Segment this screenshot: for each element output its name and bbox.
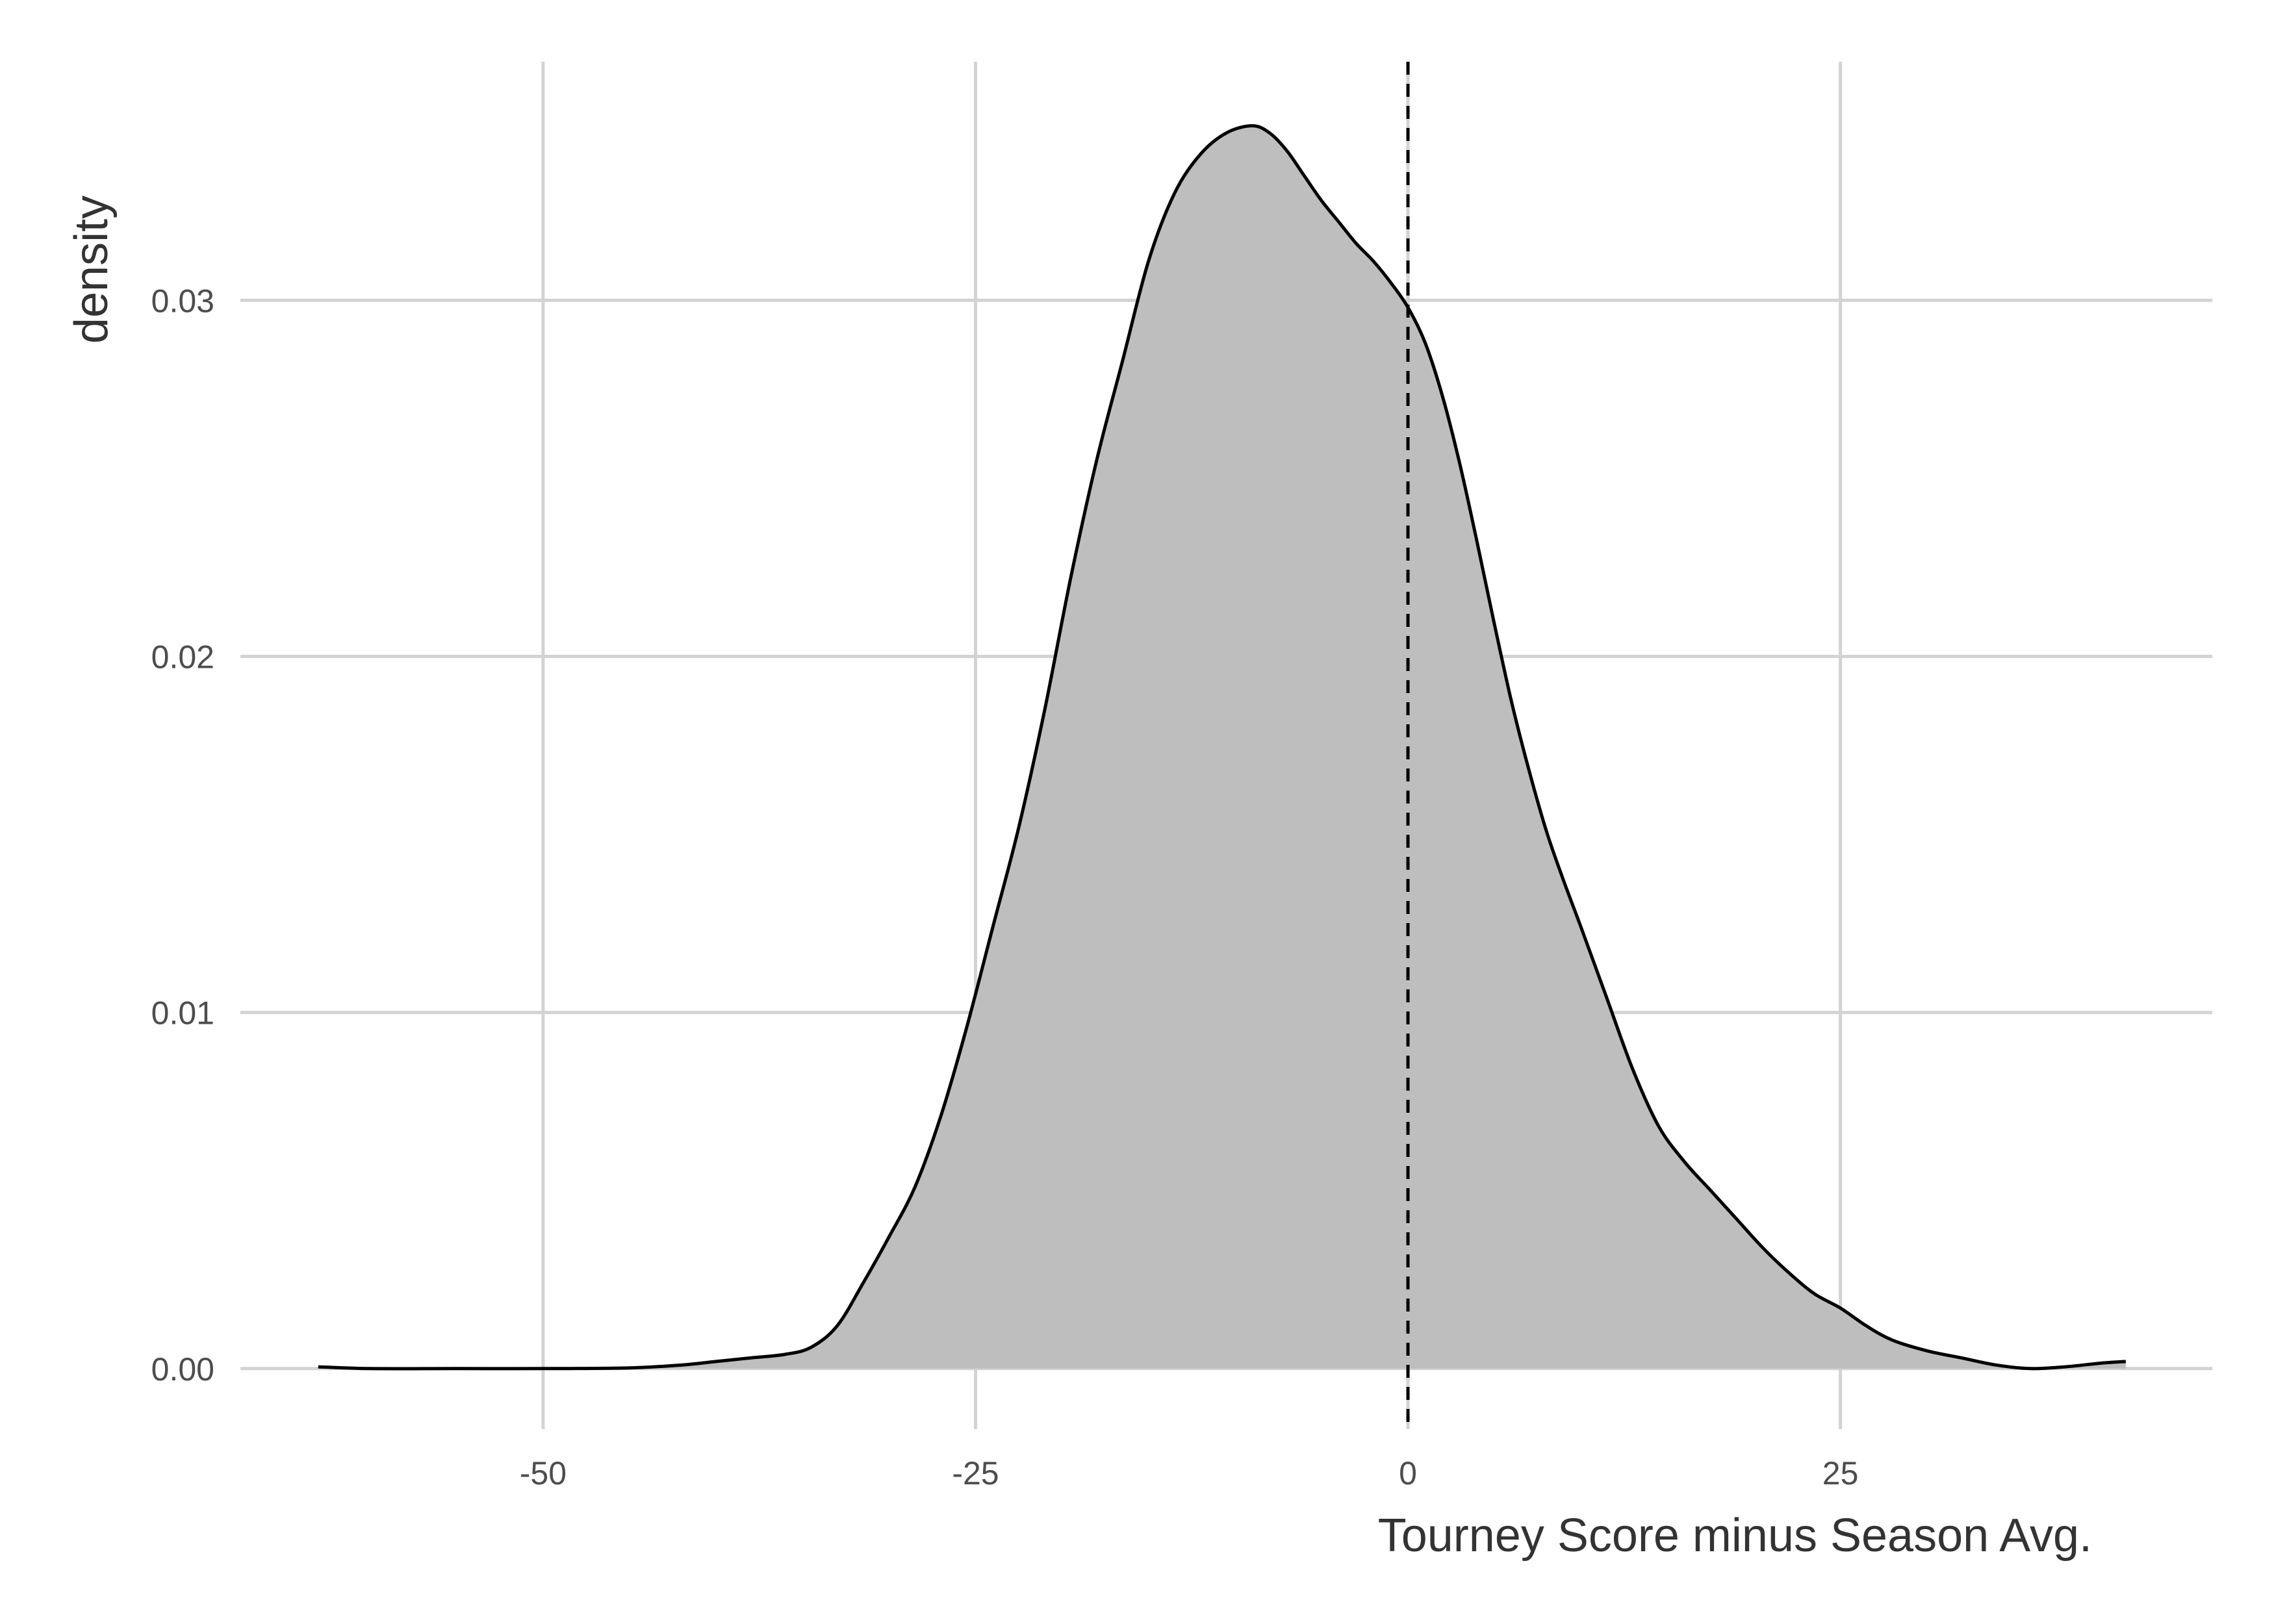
y-tick-label: 0.00 xyxy=(151,1351,214,1388)
x-tick-label: -25 xyxy=(952,1455,999,1491)
x-tick-label: -50 xyxy=(520,1455,567,1491)
y-tick-label: 0.02 xyxy=(151,639,214,675)
y-tick-label: 0.01 xyxy=(151,995,214,1032)
density-area xyxy=(318,125,2126,1369)
y-axis-title: density xyxy=(66,196,118,344)
x-tick-label: 0 xyxy=(1399,1455,1417,1491)
x-tick-label: 25 xyxy=(1822,1455,1859,1491)
y-tick-label: 0.03 xyxy=(151,283,214,319)
density-curve xyxy=(318,124,2127,1371)
density-area-layer xyxy=(318,125,2126,1369)
x-axis-title: Tourney Score minus Season Avg. xyxy=(1378,1510,2092,1562)
density-curve-layer xyxy=(318,124,2127,1371)
tick-labels: 0.00 0.01 0.02 0.03 -50 -25 0 25 xyxy=(151,283,1859,1491)
